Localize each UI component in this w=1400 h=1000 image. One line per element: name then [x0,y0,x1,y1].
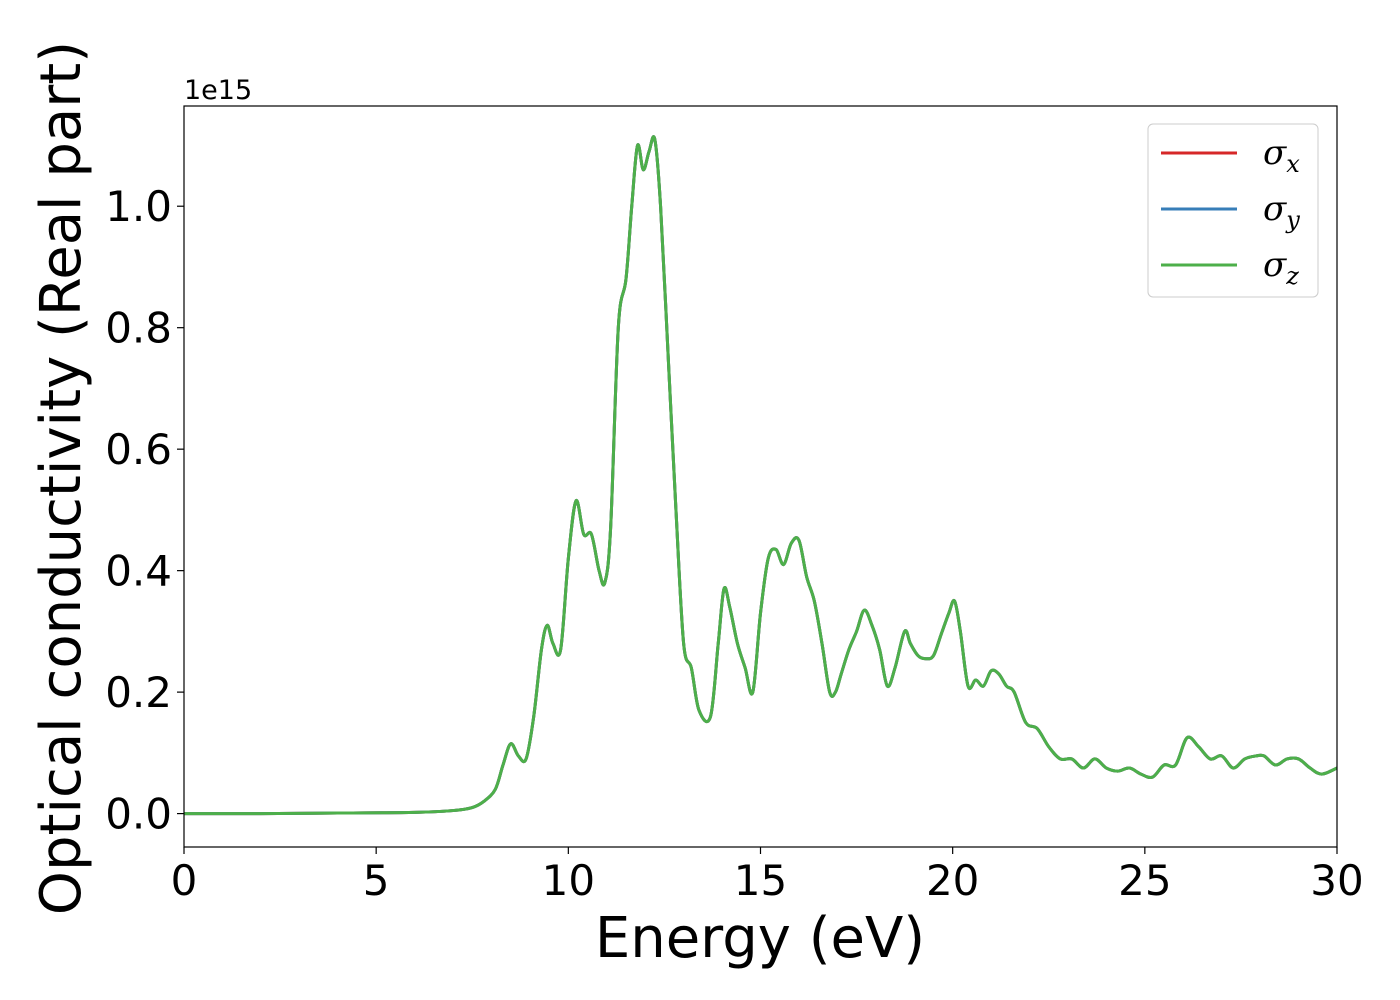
y-tick-label: 0.8 [105,304,172,353]
x-tick-label: 5 [363,856,390,905]
series-layer [184,135,1337,816]
x-tick-label: 25 [1118,856,1171,905]
x-tick-label: 30 [1310,856,1363,905]
legend-label: σy [1263,189,1300,234]
y-axis-label: Optical conductivity (Real part) [29,41,94,915]
y-tick-label: 0.0 [105,790,172,839]
x-tick-label: 10 [542,856,595,905]
x-tick-label: 15 [734,856,787,905]
legend-label: σx [1263,133,1300,178]
x-axis-label: Energy (eV) [595,906,925,971]
y-offset-label: 1e15 [184,75,252,106]
y-tick-label: 0.2 [105,668,172,717]
x-tick-label: 20 [926,856,979,905]
legend: σx σy σz [1147,123,1319,298]
x-tick-label: 0 [171,856,198,905]
x-axis-ticks: 0 5 10 15 20 25 30 [171,847,1364,905]
y-tick-label: 0.4 [105,547,172,596]
legend-label: σz [1263,245,1299,290]
y-tick-label: 0.6 [105,425,172,474]
y-axis-ticks: 0.0 0.2 0.4 0.6 0.8 1.0 [105,182,184,839]
y-tick-label: 1.0 [105,182,172,231]
series-line-sigma-z [184,135,1337,816]
